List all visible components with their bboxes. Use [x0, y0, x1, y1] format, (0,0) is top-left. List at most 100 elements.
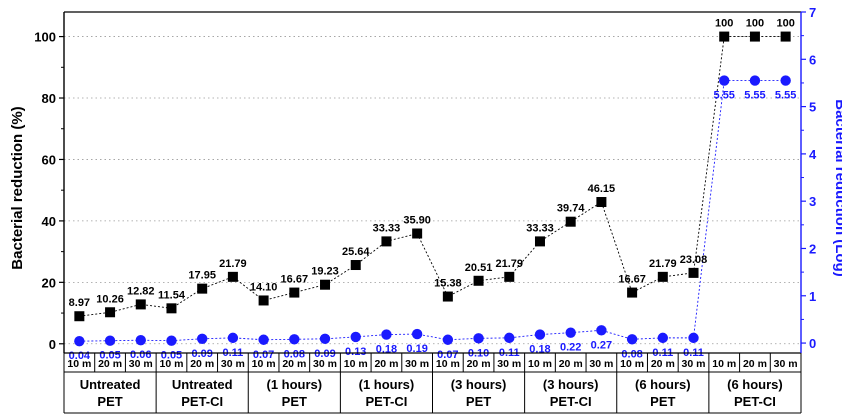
- data-point-square: [197, 283, 208, 294]
- data-point-square: [504, 271, 515, 282]
- data-label: 17.95: [188, 270, 216, 282]
- x-tick-label: 30 m: [129, 358, 153, 370]
- x-tick-label: 10 m: [67, 358, 91, 370]
- group-label-line2: PET-CI: [734, 394, 776, 409]
- y-tick-label: 60: [42, 152, 56, 167]
- data-label: 46.15: [588, 183, 616, 195]
- group-label-line1: (6 hours): [727, 377, 783, 392]
- data-label: 5.55: [775, 90, 796, 102]
- data-point-square: [227, 271, 238, 282]
- y-tick-label: 20: [42, 275, 56, 290]
- y2-tick-label: 5: [809, 100, 816, 115]
- gridlines: [64, 36, 801, 345]
- y2-tick-label: 6: [809, 52, 816, 67]
- x-tick-label: 30 m: [221, 358, 245, 370]
- data-point-circle: [626, 334, 638, 345]
- data-point-circle: [442, 334, 454, 345]
- data-point-square: [289, 287, 300, 298]
- data-label: 39.74: [557, 203, 585, 215]
- y2-tick-label: 3: [809, 194, 816, 209]
- y2-tick-label: 1: [809, 289, 816, 304]
- data-label: 0.18: [376, 344, 397, 356]
- data-label: 5.55: [744, 90, 765, 102]
- data-point-circle: [289, 334, 300, 345]
- series-markers: [74, 31, 791, 347]
- data-label: 5.55: [714, 90, 735, 102]
- data-point-square: [719, 31, 730, 42]
- group-label-line1: (3 hours): [451, 377, 507, 392]
- data-label: 19.23: [311, 266, 339, 278]
- x-tick-label: 20 m: [98, 358, 122, 370]
- data-point-square: [627, 287, 638, 298]
- x-tick-label: 10 m: [528, 358, 552, 370]
- group-label-line2: PET-CI: [181, 394, 223, 409]
- y2-axis-label: Bacterial reduction (Log): [832, 99, 842, 277]
- x-tick-label: 30 m: [589, 358, 613, 370]
- data-label: 0.27: [591, 339, 612, 351]
- data-point-square: [166, 303, 177, 314]
- data-label: 11.54: [158, 289, 186, 301]
- series-line: [79, 36, 786, 317]
- x-tick-label: 20 m: [374, 358, 398, 370]
- data-point-circle: [749, 75, 761, 86]
- x-tick-label: 20 m: [559, 358, 583, 370]
- x-tick-label: 30 m: [405, 358, 429, 370]
- y-tick-label: 100: [34, 30, 56, 45]
- data-label: 33.33: [526, 222, 554, 234]
- x-tick-label: 10 m: [160, 358, 184, 370]
- x-tick-label: 30 m: [497, 358, 521, 370]
- data-point-circle: [504, 332, 515, 344]
- data-point-circle: [565, 327, 576, 338]
- y-axis-label: Bacterial reduction (%): [9, 106, 26, 269]
- data-label: 16.67: [281, 274, 309, 286]
- group-label-line1: Untreated: [172, 377, 233, 392]
- data-point-square: [135, 299, 146, 310]
- data-point-square: [258, 295, 269, 306]
- data-label: 0.13: [345, 346, 366, 358]
- data-label: 0.09: [314, 348, 335, 360]
- x-tick-label: 10 m: [712, 358, 736, 370]
- data-point-circle: [319, 333, 331, 345]
- data-label: 25.64: [342, 246, 370, 258]
- data-label: 33.33: [373, 222, 401, 234]
- data-label: 16.67: [618, 274, 646, 286]
- data-point-circle: [657, 332, 669, 344]
- data-point-square: [473, 275, 484, 286]
- data-point-square: [381, 236, 392, 247]
- group-label-line2: PET-CI: [550, 394, 592, 409]
- data-label: 35.90: [403, 214, 431, 226]
- data-point-circle: [473, 333, 484, 344]
- data-point-circle: [166, 335, 177, 346]
- data-point-circle: [135, 335, 146, 346]
- data-point-circle: [688, 332, 699, 344]
- data-label: 0.08: [621, 348, 642, 360]
- x-tick-label: 30 m: [682, 358, 706, 370]
- data-label: 21.79: [649, 258, 677, 270]
- y-tick-label: 0: [49, 337, 56, 352]
- data-label: 0.22: [560, 342, 581, 354]
- y-tick-label: 80: [42, 91, 56, 106]
- data-point-square: [350, 260, 361, 271]
- x-tick-label: 10 m: [436, 358, 460, 370]
- data-label: 15.38: [434, 278, 462, 290]
- group-label-line1: (3 hours): [543, 377, 599, 392]
- data-point-circle: [350, 331, 361, 343]
- group-label-line2: PET-CI: [365, 394, 407, 409]
- data-label: 100: [746, 18, 764, 30]
- y2-tick-label: 2: [809, 241, 816, 256]
- x-tick-label: 20 m: [743, 358, 767, 370]
- data-point-square: [412, 228, 423, 239]
- data-label: 23.08: [680, 254, 708, 266]
- y2-tick-label: 7: [809, 5, 816, 20]
- data-point-square: [105, 307, 116, 318]
- data-point-square: [749, 31, 760, 42]
- data-label: 0.19: [406, 343, 427, 355]
- data-point-square: [596, 197, 607, 208]
- group-label-line2: PET: [282, 394, 307, 409]
- x-tick-label: 10 m: [344, 358, 368, 370]
- data-label: 8.97: [69, 297, 90, 309]
- data-label: 0.08: [284, 348, 305, 360]
- data-point-circle: [780, 75, 791, 86]
- data-point-square: [320, 279, 331, 290]
